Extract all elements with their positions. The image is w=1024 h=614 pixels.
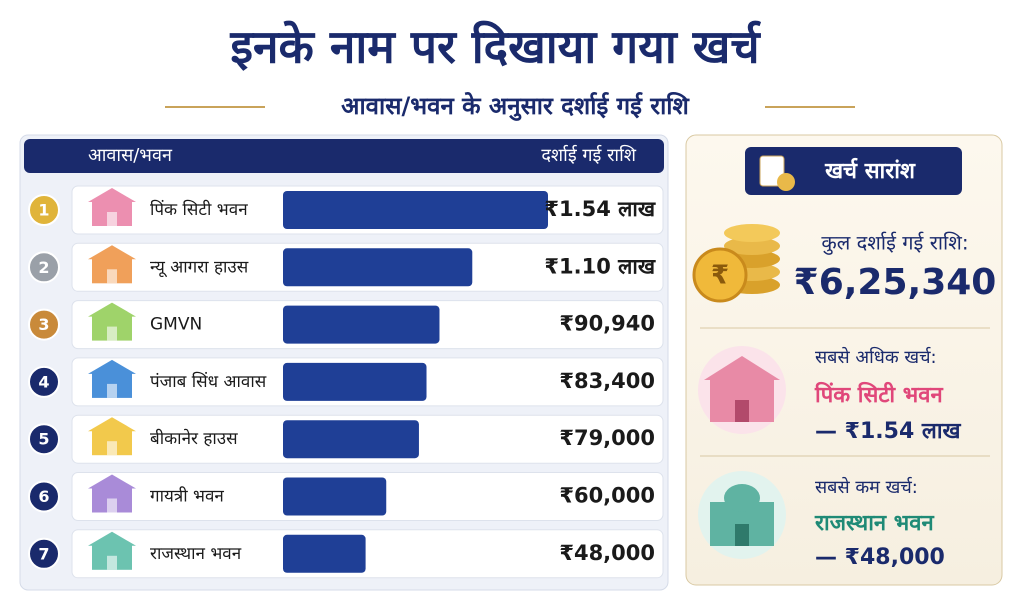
icon-part bbox=[88, 245, 136, 260]
highest-value: — ₹1.54 लाख bbox=[815, 419, 962, 444]
subtitle: आवास/भवन के अनुसार दर्शाई गई राशि bbox=[341, 92, 690, 121]
rank-badge bbox=[28, 251, 60, 284]
category-label: गायत्री भवन bbox=[150, 486, 224, 507]
lowest-name: राजस्थान भवन bbox=[814, 511, 934, 536]
rank: 6 bbox=[38, 487, 49, 506]
icon-door bbox=[107, 383, 117, 398]
coins bbox=[692, 224, 780, 303]
highest-label: सबसे अधिक खर्च: bbox=[815, 346, 937, 368]
table-header bbox=[24, 139, 664, 173]
rank-badge bbox=[28, 480, 60, 513]
coin-icon bbox=[777, 173, 795, 191]
bar bbox=[283, 191, 548, 229]
rank: 1 bbox=[38, 201, 49, 220]
category-label: राजस्थान भवन bbox=[150, 544, 242, 564]
column-header: दर्शाई गई राशि bbox=[541, 144, 636, 166]
building-icon bbox=[88, 359, 136, 398]
icon-door bbox=[107, 555, 117, 570]
bar bbox=[283, 477, 387, 516]
bar bbox=[283, 420, 419, 459]
icon-door bbox=[107, 441, 117, 456]
value-label: ₹1.54 लाख bbox=[544, 197, 655, 221]
category-label: न्यू आगरा हाउस bbox=[150, 257, 249, 277]
rows: 1 पिंक सिटी भवन ₹1.54 लाख 2 न्यू आगरा हाउस ₹1… bbox=[28, 185, 664, 579]
category-label: बीकानेर हाउस bbox=[150, 428, 238, 449]
building-icon bbox=[88, 417, 136, 456]
column-header: आवास/भवन bbox=[88, 145, 173, 166]
bar bbox=[283, 534, 366, 573]
summary-title: खर्च सारांश bbox=[824, 157, 916, 184]
row-box bbox=[71, 529, 664, 579]
icon-part bbox=[88, 302, 136, 317]
icon-door bbox=[107, 326, 117, 341]
rank: 7 bbox=[38, 544, 49, 563]
summary-title-box bbox=[745, 147, 962, 195]
lowest-label: सबसे कम खर्च: bbox=[815, 476, 918, 498]
total-label: कुल दर्शाई गई राशि: bbox=[821, 231, 968, 256]
rank-badge bbox=[28, 365, 60, 398]
rank-badge bbox=[28, 308, 60, 341]
rank: 5 bbox=[38, 430, 49, 449]
total-value: ₹6,25,340 bbox=[794, 262, 997, 303]
rank-badge bbox=[28, 537, 60, 570]
icon-door bbox=[107, 269, 117, 284]
rupee-symbol: ₹ bbox=[711, 261, 729, 291]
icon-door bbox=[107, 498, 117, 513]
building-icon bbox=[88, 245, 136, 284]
building-icon bbox=[88, 302, 136, 341]
value-label: ₹83,400 bbox=[559, 369, 655, 393]
icon-part bbox=[88, 474, 136, 489]
highest-icon bbox=[704, 356, 780, 422]
value-label: ₹48,000 bbox=[559, 541, 655, 565]
icon-part bbox=[88, 359, 136, 374]
bar bbox=[283, 362, 427, 401]
title: इनके नाम पर दिखाया गया खर्च bbox=[229, 20, 761, 74]
building-icon bbox=[88, 474, 136, 513]
rank: 3 bbox=[38, 315, 49, 334]
category-label: पिंक सिटी भवन bbox=[150, 199, 248, 220]
bar bbox=[283, 305, 440, 344]
value-label: ₹60,000 bbox=[559, 484, 655, 508]
lowest-value: — ₹48,000 bbox=[815, 545, 945, 570]
value-label: ₹1.10 लाख bbox=[544, 254, 655, 278]
building-icon bbox=[88, 188, 136, 226]
icon-part bbox=[88, 417, 136, 432]
icon-part bbox=[88, 531, 136, 546]
building-icon bbox=[88, 531, 136, 570]
value-label: ₹90,940 bbox=[559, 312, 655, 336]
rank-badge bbox=[28, 194, 60, 226]
category-label: GMVN bbox=[150, 315, 202, 335]
lowest-icon bbox=[710, 484, 774, 546]
rank-badge bbox=[28, 423, 60, 456]
highest-name: पिंक सिटी भवन bbox=[814, 381, 943, 408]
icon-part bbox=[88, 188, 136, 202]
value-label: ₹79,000 bbox=[559, 426, 655, 450]
bar bbox=[283, 248, 473, 287]
rank: 2 bbox=[38, 258, 49, 277]
category-label: पंजाब सिंध आवास bbox=[150, 371, 267, 392]
icon-door bbox=[107, 212, 117, 226]
rank: 4 bbox=[38, 372, 49, 391]
